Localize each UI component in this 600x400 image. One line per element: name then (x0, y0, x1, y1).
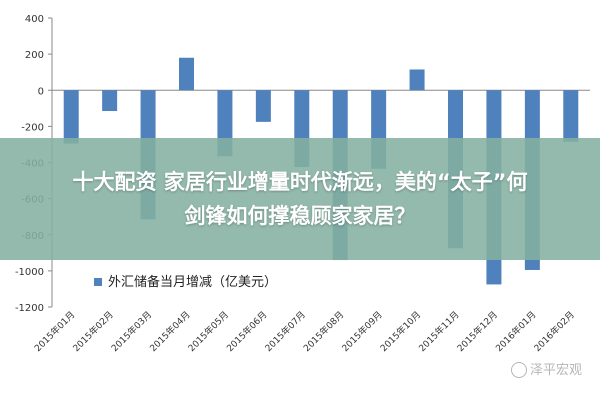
bar (563, 90, 579, 142)
headline-line-2: 剑锋如何撑稳顾家家居？ (184, 204, 416, 228)
headline-overlay[interactable]: 十大配资 家居行业增量时代渐远，美的“太子”何 剑锋如何撑稳顾家家居？ (0, 138, 600, 260)
x-tick-label: 2015年08月 (301, 309, 347, 355)
bar (409, 69, 425, 91)
x-tick-label: 2015年02月 (70, 309, 116, 355)
x-tick-label: 2015年01月 (32, 309, 78, 355)
x-tick-label: 2015年11月 (416, 309, 462, 355)
y-tick-label: -1000 (15, 267, 44, 278)
x-tick-label: 2016年02月 (531, 309, 577, 355)
watermark: 泽平宏观 (510, 359, 582, 378)
x-tick-label: 2015年10月 (378, 309, 424, 355)
bar (255, 90, 271, 122)
x-tick-label: 2015年04月 (147, 309, 193, 355)
legend-label: 外汇储备当月增减（亿美元） (108, 274, 277, 290)
y-tick-label: -200 (21, 122, 44, 133)
watermark-icon (510, 362, 527, 378)
watermark-text: 泽平宏观 (529, 362, 582, 378)
legend-swatch (94, 278, 102, 286)
y-tick-label: -1200 (15, 303, 44, 314)
bar (179, 57, 194, 91)
y-tick-label: 200 (25, 50, 44, 61)
x-tick-label: 2015年03月 (109, 309, 155, 355)
bar (63, 90, 79, 144)
x-tick-label: 2016年01月 (493, 309, 539, 355)
y-tick-label: 0 (38, 86, 44, 97)
x-tick-label: 2015年06月 (224, 309, 270, 355)
headline-line-1: 十大配资 家居行业增量时代渐远，美的“太子”何 (72, 170, 528, 194)
x-tick-label: 2015年09月 (339, 309, 385, 355)
y-tick-label: 400 (25, 14, 44, 25)
bar (102, 90, 118, 112)
